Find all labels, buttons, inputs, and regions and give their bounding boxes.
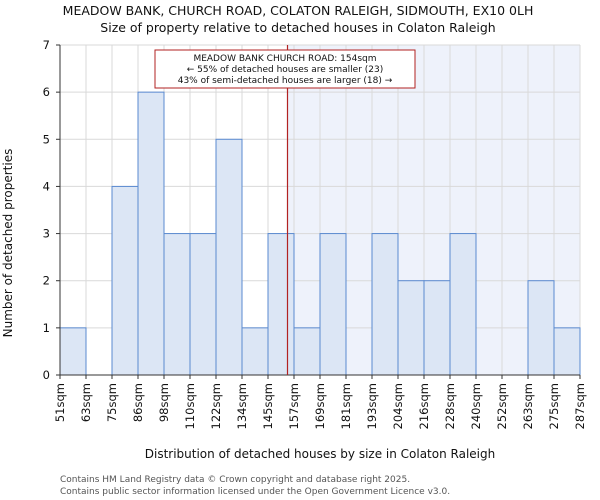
histogram-bar [449,233,477,376]
y-tick-label: 6 [43,85,50,99]
annotation-line: 43% of semi-detached houses are larger (… [178,76,393,86]
x-tick-label: 51sqm [53,383,67,422]
x-tick-label: 263sqm [521,383,535,429]
x-tick-label: 275sqm [547,383,561,429]
histogram-bar [215,138,243,376]
histogram-bar [319,233,347,376]
histogram-bar [59,327,87,376]
x-tick-label: 145sqm [261,383,275,429]
x-axis-title: Distribution of detached houses by size … [145,447,495,461]
histogram-bar [241,327,269,376]
y-tick-label: 3 [43,227,50,241]
annotation-box [154,49,416,89]
footer-copyright: Contains HM Land Registry data © Crown c… [60,475,410,485]
histogram-bar [397,280,425,376]
footer-licence: Contains public sector information licen… [60,487,450,497]
x-tick-label: 181sqm [339,383,353,429]
histogram-bar [267,233,295,376]
x-tick-label: 216sqm [417,383,431,429]
y-tick-label: 1 [43,321,50,335]
chart-title: MEADOW BANK, CHURCH ROAD, COLATON RALEIG… [63,3,534,18]
chart-subtitle: Size of property relative to detached ho… [100,20,495,35]
x-tick-label: 252sqm [495,383,509,429]
y-tick-label: 2 [43,274,50,288]
histogram-bar [111,185,139,376]
x-tick-label: 86sqm [131,383,145,422]
x-tick-label: 157sqm [287,383,301,429]
y-axis-title: Number of detached properties [1,149,15,338]
y-tick-label: 4 [43,179,50,193]
histogram-bar [553,327,581,376]
histogram-bar [189,233,217,376]
histogram-bar [423,280,451,376]
x-tick-label: 75sqm [105,383,119,422]
histogram-bar [137,91,165,376]
histogram-bar [293,327,321,376]
y-tick-label: 7 [43,38,50,52]
annotation-line: ← 55% of detached houses are smaller (23… [187,65,384,75]
x-tick-label: 169sqm [313,383,327,429]
histogram-bar [371,233,399,376]
y-tick-label: 5 [43,132,50,146]
x-tick-label: 122sqm [209,383,223,429]
x-tick-label: 228sqm [443,383,457,429]
x-tick-label: 110sqm [183,383,197,429]
x-tick-label: 204sqm [391,383,405,429]
histogram-bar [527,280,555,376]
x-tick-label: 287sqm [573,383,587,429]
y-tick-label: 0 [43,368,50,382]
x-tick-label: 63sqm [79,383,93,422]
annotation-line: MEADOW BANK CHURCH ROAD: 154sqm [193,54,376,64]
x-tick-label: 98sqm [157,383,171,422]
histogram-bar [163,233,191,376]
x-tick-label: 134sqm [235,383,249,429]
x-tick-label: 240sqm [469,383,483,429]
x-tick-label: 193sqm [365,383,379,429]
plot-area: 0 1 2 3 4 5 6 7 51sqm 63sqm 75sqm 86sqm 98sqm 110sqm 1… [43,38,587,429]
